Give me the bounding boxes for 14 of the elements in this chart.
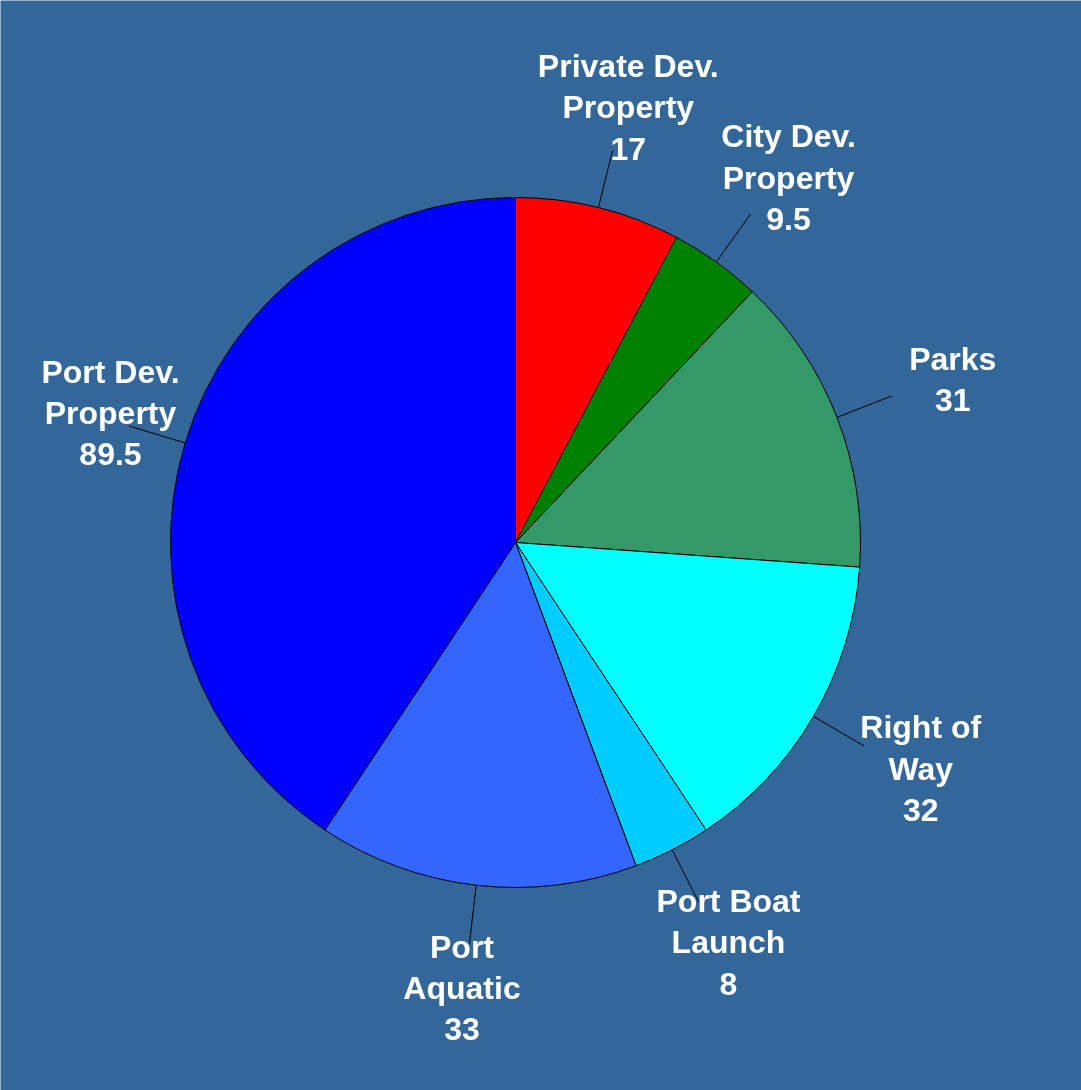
slice-label: Port Boat Launch — [656, 882, 801, 961]
data-label: 33 — [444, 1011, 480, 1048]
data-label: 32 — [902, 792, 939, 828]
slice-label: Port Dev. Property — [41, 353, 180, 432]
slice-label: Parks — [909, 341, 997, 378]
slice-label: Right of Way — [860, 709, 982, 787]
data-label: 89.5 — [79, 436, 142, 473]
data-label: 8 — [719, 965, 738, 1002]
slice-label: Private Dev. Property — [537, 47, 719, 126]
data-label: 31 — [934, 382, 971, 419]
slice-label: City Dev. Property — [721, 118, 856, 196]
data-label: 17 — [610, 130, 647, 167]
data-label: 9.5 — [766, 201, 811, 238]
slice-label: Port Aquatic — [403, 928, 521, 1007]
